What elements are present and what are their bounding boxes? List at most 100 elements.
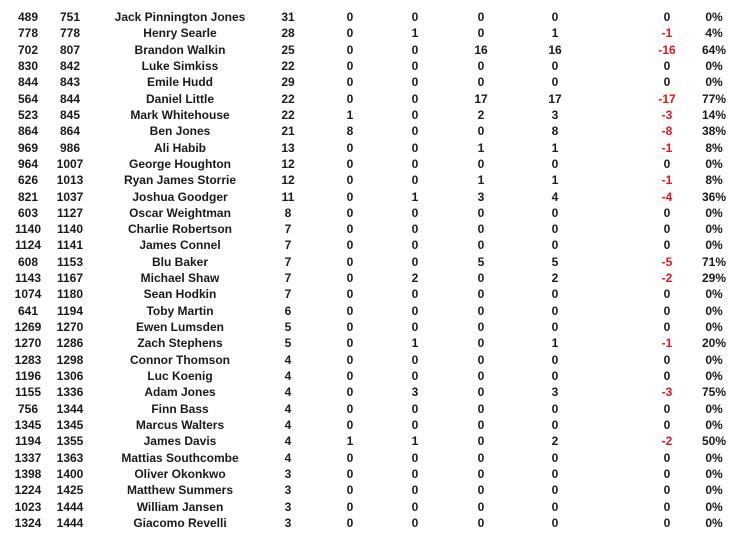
col-4-value: 3	[284, 466, 292, 481]
col-6-value: 0	[411, 205, 419, 220]
col-4-value: 4	[284, 450, 292, 465]
table-row: 702 807 Brandon Walkin 25 0 0 16 16 -16 64%	[0, 42, 745, 58]
player-name: Michael Shaw	[140, 271, 220, 286]
player-name: Connor Thomson	[130, 352, 230, 367]
percent-value: 0%	[705, 483, 723, 498]
col-2-value: 778	[59, 26, 81, 41]
percent-value: 50%	[701, 434, 727, 449]
col-7-value: 0	[477, 418, 485, 432]
difference-value: 0	[663, 10, 671, 24]
col-7-value: 0	[477, 320, 485, 335]
col-8-value: 0	[551, 418, 559, 432]
table-row: 1124 1141 James Connel 7 0 0 0 0 0 0%	[0, 237, 745, 253]
col-7-value: 0	[477, 124, 485, 139]
col-4-value: 4	[284, 385, 292, 400]
difference-value: -3	[661, 385, 673, 400]
col-7-value: 17	[474, 91, 488, 106]
col-5-value: 0	[346, 369, 354, 384]
table-row: 964 1007 George Houghton 12 0 0 0 0 0 0%	[0, 156, 745, 172]
percent-value: 20%	[701, 336, 727, 351]
percent-value: 0%	[705, 418, 723, 432]
table-row: 1283 1298 Connor Thomson 4 0 0 0 0 0 0%	[0, 352, 745, 368]
col-7-value: 0	[477, 26, 485, 41]
col-6-value: 0	[411, 254, 419, 269]
col-7-value: 0	[477, 58, 485, 73]
percent-value: 4%	[705, 26, 723, 41]
col-5-value: 0	[346, 271, 354, 286]
col-6-value: 0	[411, 75, 419, 90]
difference-value: -2	[661, 434, 673, 449]
col-5-value: 0	[346, 320, 354, 335]
col-5-value: 0	[346, 189, 354, 204]
col-1-value: 603	[17, 205, 39, 220]
col-4-value: 31	[281, 10, 295, 24]
col-5-value: 0	[346, 205, 354, 220]
col-1-value: 864	[17, 124, 39, 139]
col-1-value: 964	[17, 156, 39, 171]
player-name: Finn Bass	[151, 401, 209, 416]
percent-value: 0%	[705, 303, 723, 318]
col-4-value: 3	[284, 483, 292, 498]
difference-value: 0	[663, 287, 671, 302]
player-name: George Houghton	[129, 156, 231, 171]
col-5-value: 1	[346, 107, 354, 122]
col-2-value: 1270	[56, 320, 84, 335]
col-8-value: 0	[551, 156, 559, 171]
table-row: 864 864 Ben Jones 21 8 0 0 8 -8 38%	[0, 123, 745, 139]
table-row: 1196 1306 Luc Koenig 4 0 0 0 0 0 0%	[0, 368, 745, 384]
table-row: 523 845 Mark Whitehouse 22 1 0 2 3 -3 14%	[0, 107, 745, 123]
player-name: Toby Martin	[146, 303, 214, 318]
col-4-value: 7	[284, 287, 292, 302]
col-7-value: 0	[477, 156, 485, 171]
col-8-value: 1	[551, 173, 559, 188]
col-7-value: 0	[477, 287, 485, 302]
col-6-value: 0	[411, 238, 419, 253]
percent-value: 8%	[705, 173, 723, 188]
table-row: 1140 1140 Charlie Robertson 7 0 0 0 0 0 0%	[0, 221, 745, 237]
col-8-value: 0	[551, 352, 559, 367]
col-1-value: 1155	[14, 385, 42, 400]
col-7-value: 0	[477, 385, 485, 400]
player-name: Luc Koenig	[147, 369, 213, 384]
col-2-value: 1153	[56, 254, 84, 269]
col-4-value: 7	[284, 238, 292, 253]
col-5-value: 0	[346, 418, 354, 432]
col-8-value: 0	[551, 238, 559, 253]
player-name: Adam Jones	[144, 385, 216, 400]
col-6-value: 0	[411, 483, 419, 498]
col-2-value: 1425	[56, 483, 84, 498]
player-name: Luke Simkiss	[141, 58, 219, 73]
difference-value: 0	[663, 369, 671, 384]
table-row: 1337 1363 Mattias Southcombe 4 0 0 0 0 0 0%	[0, 450, 745, 466]
col-2-value: 807	[59, 42, 81, 57]
col-4-value: 3	[284, 515, 292, 530]
col-5-value: 0	[346, 42, 354, 57]
col-4-value: 5	[284, 336, 292, 351]
col-6-value: 0	[411, 450, 419, 465]
col-8-value: 0	[551, 483, 559, 498]
col-4-value: 4	[284, 401, 292, 416]
percent-value: 29%	[701, 271, 727, 286]
col-1-value: 1140	[14, 222, 42, 237]
col-8-value: 4	[551, 189, 559, 204]
col-6-value: 2	[411, 271, 419, 286]
col-6-value: 0	[411, 466, 419, 481]
difference-value: 0	[663, 75, 671, 90]
col-2-value: 1400	[56, 466, 84, 481]
percent-value: 0%	[705, 352, 723, 367]
difference-value: -5	[661, 254, 673, 269]
col-6-value: 1	[411, 434, 419, 449]
difference-value: 0	[663, 483, 671, 498]
table-row: 1398 1400 Oliver Okonkwo 3 0 0 0 0 0 0%	[0, 466, 745, 482]
percent-value: 0%	[705, 450, 723, 465]
difference-value: -3	[661, 107, 673, 122]
col-7-value: 0	[477, 483, 485, 498]
col-5-value: 0	[346, 483, 354, 498]
col-8-value: 8	[551, 124, 559, 139]
col-4-value: 12	[281, 156, 295, 171]
col-1-value: 702	[17, 42, 39, 57]
col-7-value: 0	[477, 450, 485, 465]
difference-value: -1	[661, 140, 673, 155]
difference-value: 0	[663, 222, 671, 237]
col-6-value: 0	[411, 499, 419, 514]
